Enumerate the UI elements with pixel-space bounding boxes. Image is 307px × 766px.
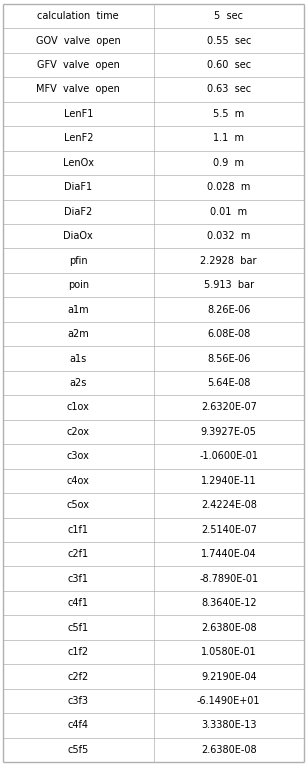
- Text: 2.5140E-07: 2.5140E-07: [201, 525, 257, 535]
- Text: GFV  valve  open: GFV valve open: [37, 60, 120, 70]
- Text: a1s: a1s: [70, 354, 87, 364]
- Text: c2ox: c2ox: [67, 427, 90, 437]
- Text: 5.64E-08: 5.64E-08: [207, 378, 251, 388]
- Text: 8.56E-06: 8.56E-06: [207, 354, 251, 364]
- Text: 0.60  sec: 0.60 sec: [207, 60, 251, 70]
- Text: a2s: a2s: [70, 378, 87, 388]
- Text: 0.01  m: 0.01 m: [210, 207, 247, 217]
- Text: c3ox: c3ox: [67, 451, 90, 461]
- Text: pfin: pfin: [69, 256, 87, 266]
- Text: a2m: a2m: [68, 329, 89, 339]
- Text: c2f2: c2f2: [68, 672, 89, 682]
- Text: 5.913  bar: 5.913 bar: [204, 280, 254, 290]
- Text: 0.028  m: 0.028 m: [207, 182, 251, 192]
- Text: c3f3: c3f3: [68, 696, 89, 706]
- Text: LenF2: LenF2: [64, 133, 93, 143]
- Text: 3.3380E-13: 3.3380E-13: [201, 721, 256, 731]
- Text: MFV  valve  open: MFV valve open: [36, 84, 120, 94]
- Text: poin: poin: [68, 280, 89, 290]
- Text: 8.26E-06: 8.26E-06: [207, 305, 251, 315]
- Text: 0.9  m: 0.9 m: [213, 158, 244, 168]
- Text: c1f1: c1f1: [68, 525, 89, 535]
- Text: -1.0600E-01: -1.0600E-01: [199, 451, 258, 461]
- Text: 2.6380E-08: 2.6380E-08: [201, 745, 257, 755]
- Text: a1m: a1m: [68, 305, 89, 315]
- Text: DiaF2: DiaF2: [64, 207, 92, 217]
- Text: 1.7440E-04: 1.7440E-04: [201, 549, 257, 559]
- Text: 2.4224E-08: 2.4224E-08: [201, 500, 257, 510]
- Text: c4f1: c4f1: [68, 598, 89, 608]
- Text: 2.2928  bar: 2.2928 bar: [200, 256, 257, 266]
- Text: 1.1  m: 1.1 m: [213, 133, 244, 143]
- Text: -8.7890E-01: -8.7890E-01: [199, 574, 258, 584]
- Text: 6.08E-08: 6.08E-08: [207, 329, 250, 339]
- Text: 5  sec: 5 sec: [214, 11, 243, 21]
- Text: c4f4: c4f4: [68, 721, 89, 731]
- Text: 2.6380E-08: 2.6380E-08: [201, 623, 257, 633]
- Text: 2.6320E-07: 2.6320E-07: [201, 402, 257, 412]
- Text: -6.1490E+01: -6.1490E+01: [197, 696, 260, 706]
- Text: 0.63  sec: 0.63 sec: [207, 84, 251, 94]
- Text: GOV  valve  open: GOV valve open: [36, 35, 121, 45]
- Text: c1f2: c1f2: [68, 647, 89, 657]
- Text: 5.5  m: 5.5 m: [213, 109, 244, 119]
- Text: DiaOx: DiaOx: [64, 231, 93, 241]
- Text: c4ox: c4ox: [67, 476, 90, 486]
- Text: LenF1: LenF1: [64, 109, 93, 119]
- Text: 9.2190E-04: 9.2190E-04: [201, 672, 257, 682]
- Text: 8.3640E-12: 8.3640E-12: [201, 598, 257, 608]
- Text: c1ox: c1ox: [67, 402, 90, 412]
- Text: 0.032  m: 0.032 m: [207, 231, 251, 241]
- Text: 9.3927E-05: 9.3927E-05: [201, 427, 257, 437]
- Text: 1.2940E-11: 1.2940E-11: [201, 476, 257, 486]
- Text: DiaF1: DiaF1: [64, 182, 92, 192]
- Text: 1.0580E-01: 1.0580E-01: [201, 647, 257, 657]
- Text: calculation  time: calculation time: [37, 11, 119, 21]
- Text: c3f1: c3f1: [68, 574, 89, 584]
- Text: c5f1: c5f1: [68, 623, 89, 633]
- Text: c5f5: c5f5: [68, 745, 89, 755]
- Text: 0.55  sec: 0.55 sec: [207, 35, 251, 45]
- Text: c5ox: c5ox: [67, 500, 90, 510]
- Text: LenOx: LenOx: [63, 158, 94, 168]
- Text: c2f1: c2f1: [68, 549, 89, 559]
